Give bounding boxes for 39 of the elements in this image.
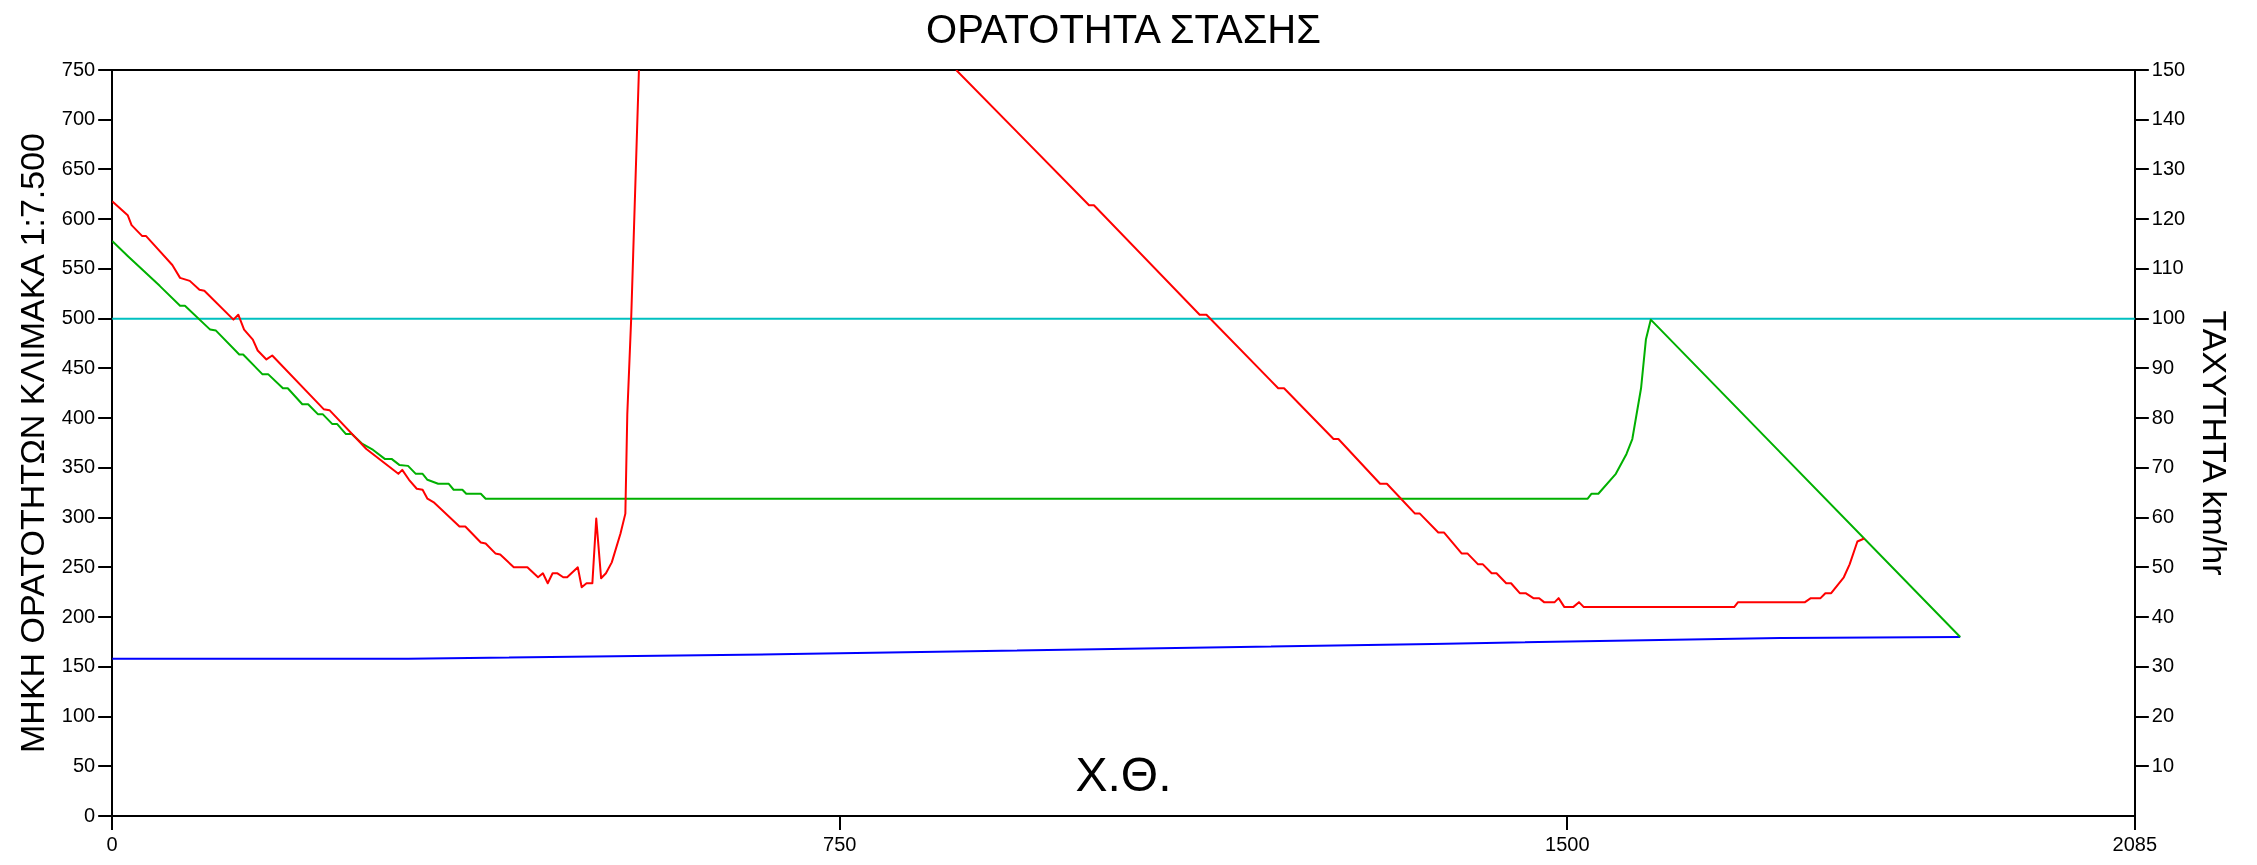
y2-tick-label: 60 <box>2151 505 2175 528</box>
y2-tick-label: 40 <box>2151 604 2175 627</box>
y-tick-label: 650 <box>61 156 96 179</box>
y-tick-label: 550 <box>61 256 96 279</box>
y2-tick-label: 90 <box>2151 355 2175 378</box>
x-tick-label: 750 <box>823 832 857 855</box>
x-axis-title: Χ.Θ. <box>1075 748 1172 802</box>
y2-tick-label: 80 <box>2151 405 2175 428</box>
y-tick-label: 100 <box>61 704 96 727</box>
y-tick-label: 450 <box>61 355 96 378</box>
y-tick-label: 200 <box>61 604 96 627</box>
y2-axis-title: ΤΑΧΥΤΗΤΑ km/hr <box>2196 310 2235 576</box>
y2-tick-label: 20 <box>2151 704 2175 727</box>
y2-tick-label: 30 <box>2151 654 2175 677</box>
y-tick-label: 700 <box>61 107 96 130</box>
y2-tick-label: 10 <box>2151 753 2175 776</box>
y2-tick-label: 70 <box>2151 455 2175 478</box>
y-axis-title: ΜΗΚΗ ΟΡΑΤΟΤΗΤΩΝ ΚΛΙΜΑΚΑ 1:7.500 <box>12 132 51 754</box>
y2-tick-label: 50 <box>2151 554 2175 577</box>
y2-tick-label: 130 <box>2151 156 2186 179</box>
y-tick-label: 400 <box>61 405 96 428</box>
x-tick-label: 1500 <box>1545 832 1590 855</box>
x-tick-label: 0 <box>106 832 118 855</box>
y2-tick-label: 140 <box>2151 107 2186 130</box>
y-tick-label: 750 <box>61 57 96 80</box>
chart-title: ΟΡΑΤΟΤΗΤΑ ΣΤΑΣΗΣ <box>926 7 1321 52</box>
y2-tick-label: 110 <box>2151 256 2184 279</box>
y2-tick-label: 150 <box>2151 57 2186 80</box>
y-tick-label: 500 <box>61 306 96 329</box>
y-tick-label: 350 <box>61 455 96 478</box>
y-tick-label: 300 <box>61 505 96 528</box>
y-tick-label: 50 <box>72 753 96 776</box>
y2-tick-label: 120 <box>2151 206 2186 229</box>
x-tick-label: 2085 <box>2112 832 2158 855</box>
y-tick-label: 0 <box>84 803 96 826</box>
y-tick-label: 150 <box>61 654 96 677</box>
y-tick-label: 250 <box>61 554 96 577</box>
y2-tick-label: 100 <box>2151 306 2186 329</box>
y-tick-label: 600 <box>61 206 96 229</box>
